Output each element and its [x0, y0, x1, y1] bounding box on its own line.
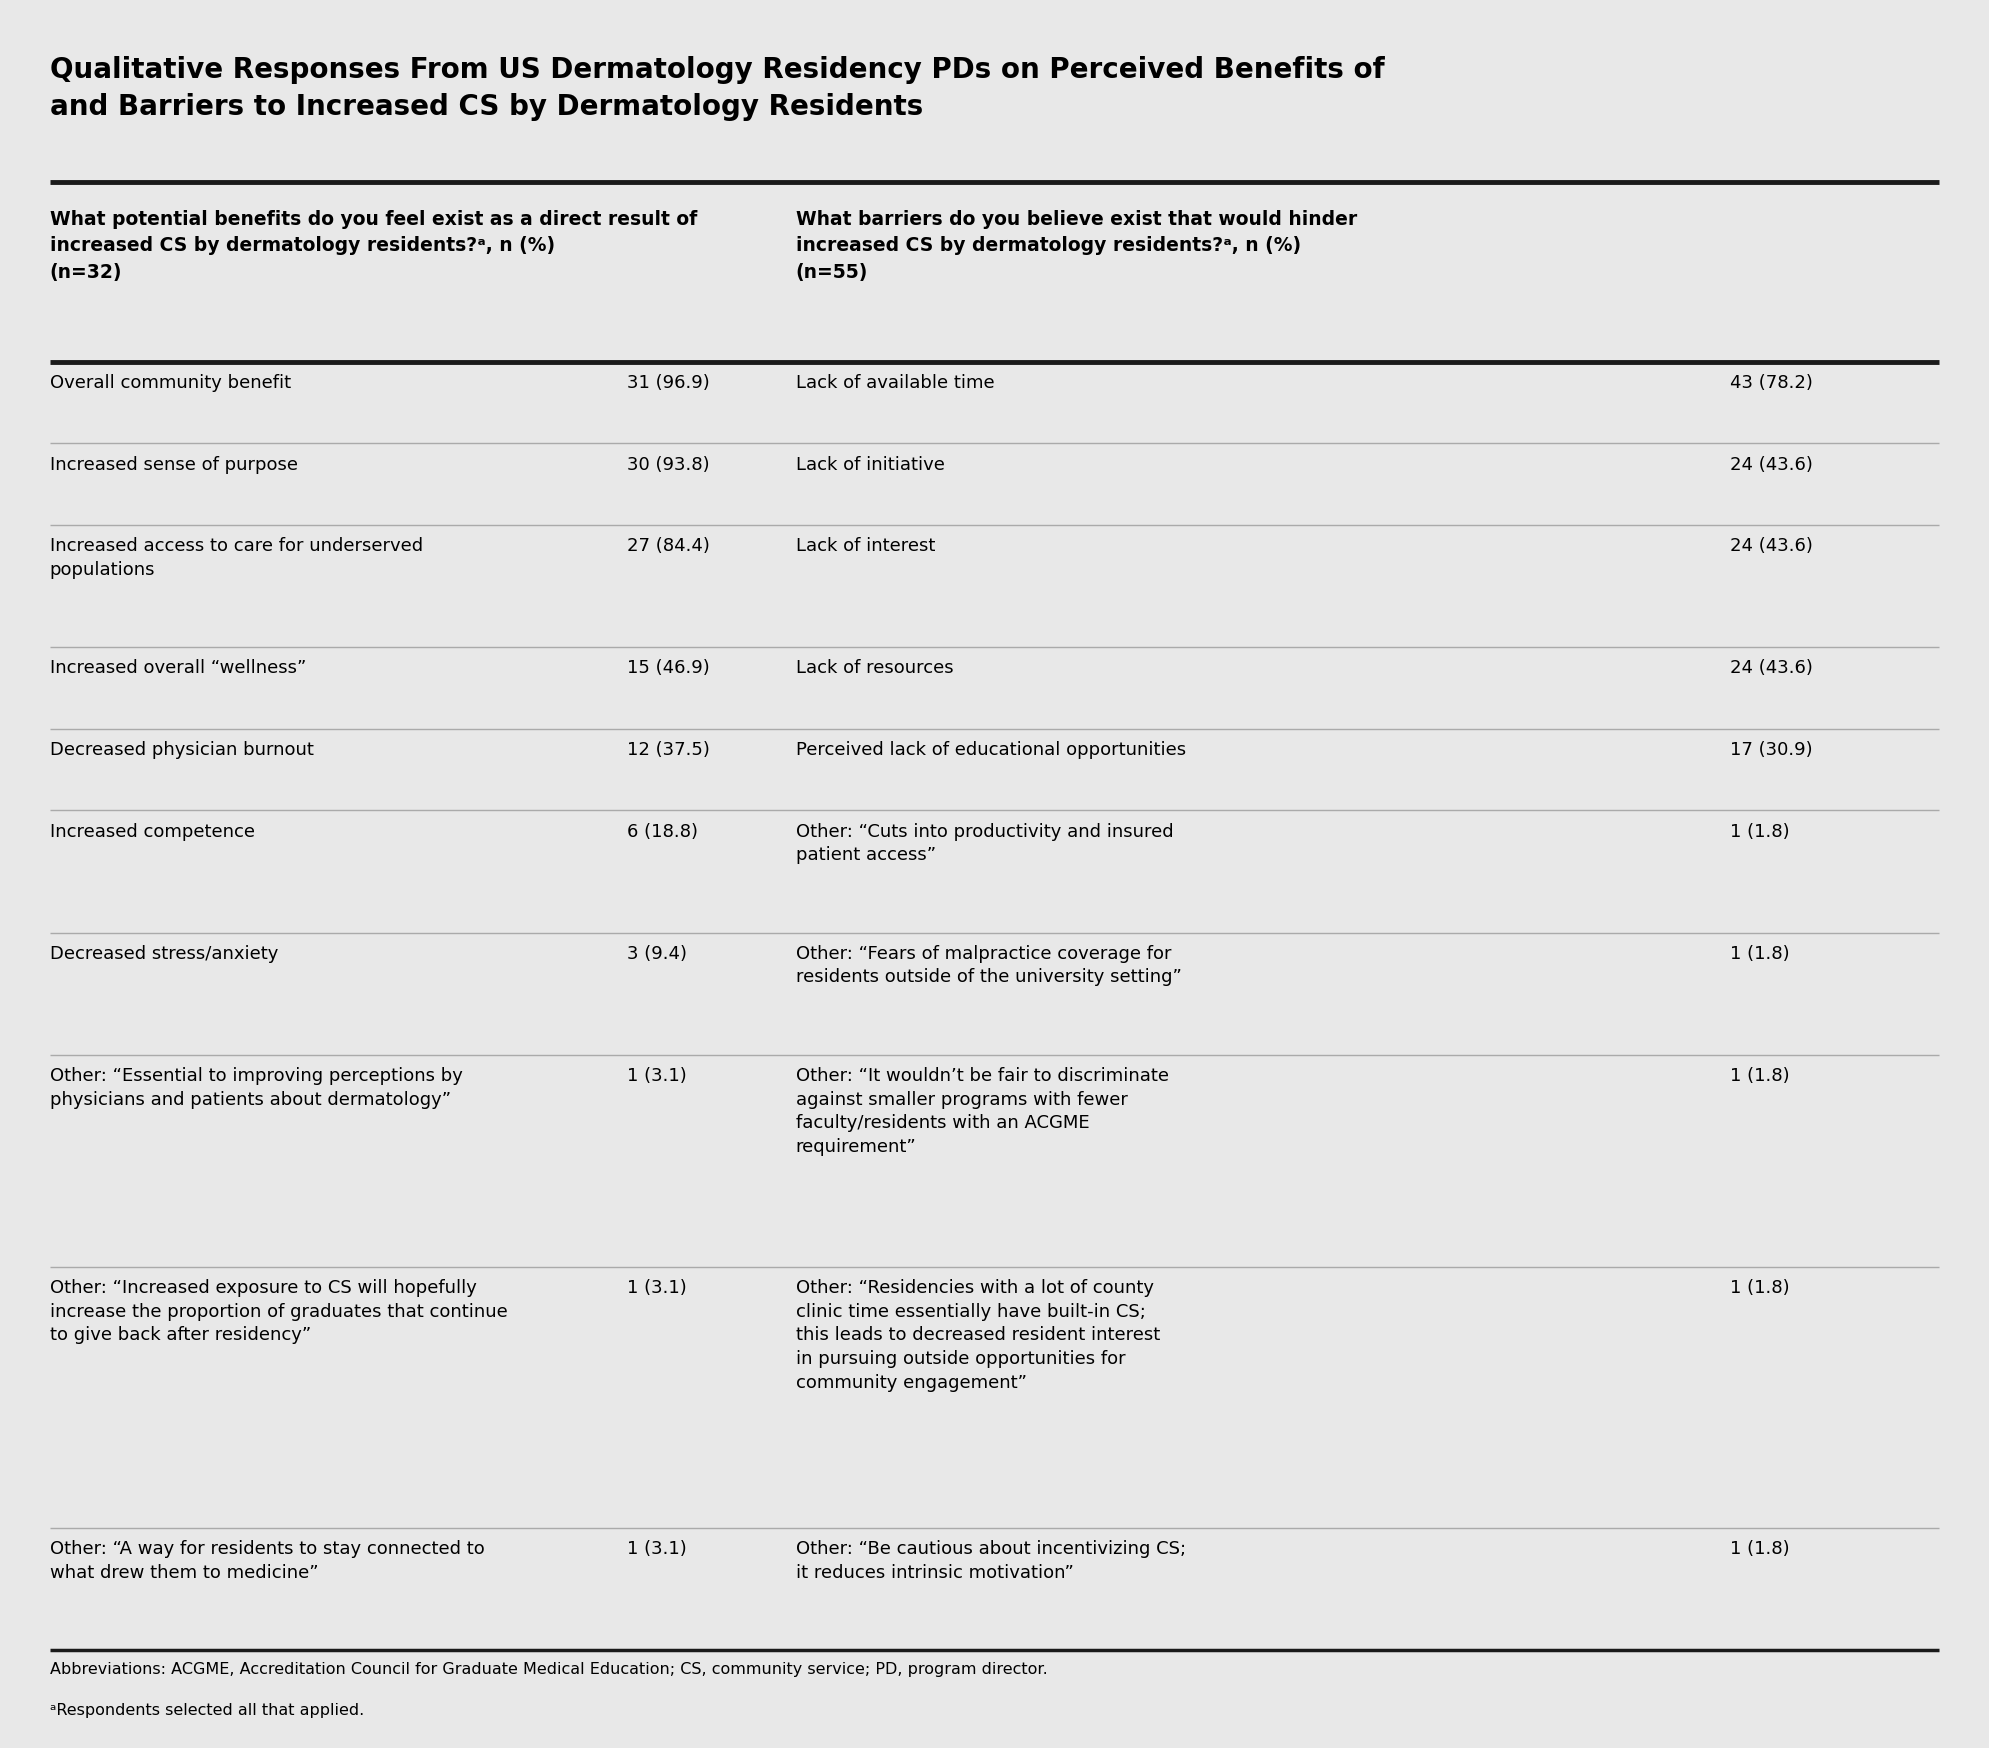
Text: 27 (84.4): 27 (84.4)	[627, 537, 710, 556]
Text: Other: “Increased exposure to CS will hopefully
increase the proportion of gradu: Other: “Increased exposure to CS will ho…	[50, 1280, 507, 1344]
Text: 1 (1.8): 1 (1.8)	[1730, 946, 1790, 963]
Text: 1 (1.8): 1 (1.8)	[1730, 1280, 1790, 1297]
Text: 43 (78.2): 43 (78.2)	[1730, 374, 1814, 392]
Text: Lack of interest: Lack of interest	[796, 537, 935, 556]
Text: 6 (18.8): 6 (18.8)	[627, 823, 698, 841]
Text: Other: “It wouldn’t be fair to discriminate
against smaller programs with fewer
: Other: “It wouldn’t be fair to discrimin…	[796, 1066, 1170, 1155]
Text: Increased access to care for underserved
populations: Increased access to care for underserved…	[50, 537, 424, 579]
Text: 1 (1.8): 1 (1.8)	[1730, 823, 1790, 841]
Text: Perceived lack of educational opportunities: Perceived lack of educational opportunit…	[796, 741, 1185, 759]
Text: Increased overall “wellness”: Increased overall “wellness”	[50, 659, 306, 678]
Text: Lack of available time: Lack of available time	[796, 374, 994, 392]
Text: Other: “Fears of malpractice coverage for
residents outside of the university se: Other: “Fears of malpractice coverage fo…	[796, 946, 1181, 986]
Text: 24 (43.6): 24 (43.6)	[1730, 456, 1814, 474]
Text: 1 (1.8): 1 (1.8)	[1730, 1066, 1790, 1086]
Text: Overall community benefit: Overall community benefit	[50, 374, 290, 392]
Text: 24 (43.6): 24 (43.6)	[1730, 537, 1814, 556]
Text: Other: “Residencies with a lot of county
clinic time essentially have built-in C: Other: “Residencies with a lot of county…	[796, 1280, 1160, 1391]
Text: 12 (37.5): 12 (37.5)	[627, 741, 710, 759]
Text: Increased sense of purpose: Increased sense of purpose	[50, 456, 298, 474]
Text: 17 (30.9): 17 (30.9)	[1730, 741, 1814, 759]
Text: Lack of initiative: Lack of initiative	[796, 456, 945, 474]
Text: 1 (3.1): 1 (3.1)	[627, 1280, 686, 1297]
Text: 3 (9.4): 3 (9.4)	[627, 946, 686, 963]
Text: Other: “A way for residents to stay connected to
what drew them to medicine”: Other: “A way for residents to stay conn…	[50, 1540, 485, 1582]
Text: Decreased physician burnout: Decreased physician burnout	[50, 741, 314, 759]
Text: 30 (93.8): 30 (93.8)	[627, 456, 710, 474]
Text: Other: “Essential to improving perceptions by
physicians and patients about derm: Other: “Essential to improving perceptio…	[50, 1066, 463, 1108]
Text: 1 (1.8): 1 (1.8)	[1730, 1540, 1790, 1557]
Text: 1 (3.1): 1 (3.1)	[627, 1540, 686, 1557]
Text: Decreased stress/anxiety: Decreased stress/anxiety	[50, 946, 278, 963]
Text: 15 (46.9): 15 (46.9)	[627, 659, 710, 678]
Text: Lack of resources: Lack of resources	[796, 659, 953, 678]
Text: 1 (3.1): 1 (3.1)	[627, 1066, 686, 1086]
Text: 31 (96.9): 31 (96.9)	[627, 374, 710, 392]
Text: Other: “Be cautious about incentivizing CS;
it reduces intrinsic motivation”: Other: “Be cautious about incentivizing …	[796, 1540, 1185, 1582]
Text: 24 (43.6): 24 (43.6)	[1730, 659, 1814, 678]
Text: Abbreviations: ACGME, Accreditation Council for Graduate Medical Education; CS, : Abbreviations: ACGME, Accreditation Coun…	[50, 1662, 1048, 1678]
Text: What barriers do you believe exist that would hinder
increased CS by dermatology: What barriers do you believe exist that …	[796, 210, 1356, 281]
Text: What potential benefits do you feel exist as a direct result of
increased CS by : What potential benefits do you feel exis…	[50, 210, 696, 281]
Text: Increased competence: Increased competence	[50, 823, 255, 841]
Text: Qualitative Responses From US Dermatology Residency PDs on Perceived Benefits of: Qualitative Responses From US Dermatolog…	[50, 56, 1384, 121]
Text: ᵃRespondents selected all that applied.: ᵃRespondents selected all that applied.	[50, 1703, 364, 1718]
Text: Other: “Cuts into productivity and insured
patient access”: Other: “Cuts into productivity and insur…	[796, 823, 1174, 864]
